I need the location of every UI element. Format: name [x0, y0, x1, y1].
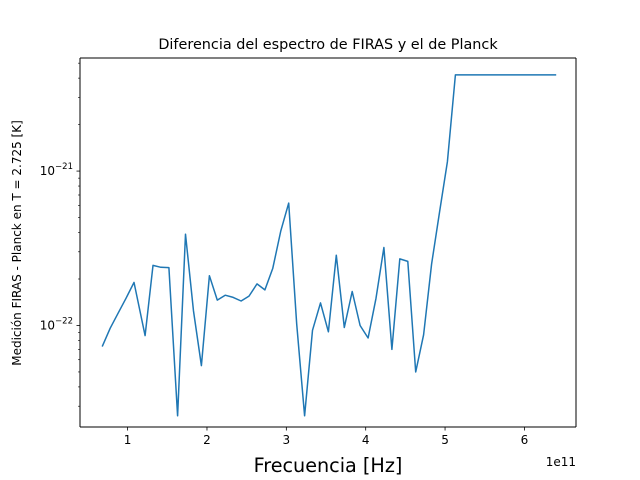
x-tick-label: 1 — [124, 433, 132, 447]
axes-frame — [79, 57, 577, 428]
x-tick-label: 6 — [521, 433, 529, 447]
series-layer — [101, 74, 557, 417]
y-tick-label: 10−21 — [40, 162, 73, 178]
x-tick-label: 2 — [203, 433, 211, 447]
y-tick-base: 10 — [40, 318, 55, 332]
x-tick-label: 3 — [283, 433, 291, 447]
y-axis-label: Medición FIRAS - Planck en T = 2.725 [K] — [10, 120, 24, 366]
chart-title: Diferencia del espectro de FIRAS y el de… — [158, 37, 498, 53]
x-tick-label: 5 — [441, 433, 449, 447]
series-line — [101, 74, 557, 417]
y-tick-exponent: −21 — [55, 162, 73, 172]
x-tick-label: 4 — [362, 433, 370, 447]
x-axis-label: Frecuencia [Hz] — [254, 454, 403, 477]
plot-area — [80, 58, 576, 427]
y-tick-exponent: −22 — [55, 316, 73, 326]
y-tick-base: 10 — [40, 164, 55, 178]
x-offset-label: 1e11 — [546, 455, 576, 469]
y-tick-label: 10−22 — [40, 316, 73, 332]
